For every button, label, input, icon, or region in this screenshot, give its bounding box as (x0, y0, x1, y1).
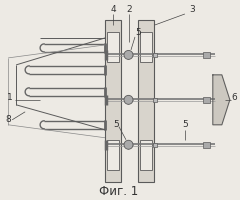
Circle shape (124, 140, 133, 149)
Text: 1: 1 (7, 93, 13, 102)
Text: 3: 3 (189, 5, 195, 14)
Text: Фиг. 1: Фиг. 1 (99, 185, 139, 198)
Bar (203, 97, 210, 103)
Bar (140, 32, 152, 62)
Bar (138, 20, 154, 182)
Bar (203, 52, 210, 58)
Bar (153, 53, 157, 57)
Text: 5: 5 (113, 120, 119, 129)
Circle shape (124, 50, 133, 59)
Bar (105, 20, 121, 182)
Text: 6: 6 (232, 93, 238, 102)
Text: 4: 4 (110, 5, 116, 14)
Bar (140, 140, 152, 170)
Text: 5: 5 (182, 120, 188, 129)
Bar (153, 98, 157, 102)
Bar (107, 32, 119, 62)
Text: 8: 8 (5, 115, 11, 124)
Text: 2: 2 (126, 5, 132, 14)
Bar (107, 140, 119, 170)
Circle shape (124, 95, 133, 104)
Text: 5: 5 (135, 28, 141, 37)
Bar (153, 143, 157, 147)
Polygon shape (213, 75, 230, 125)
Bar (203, 142, 210, 148)
